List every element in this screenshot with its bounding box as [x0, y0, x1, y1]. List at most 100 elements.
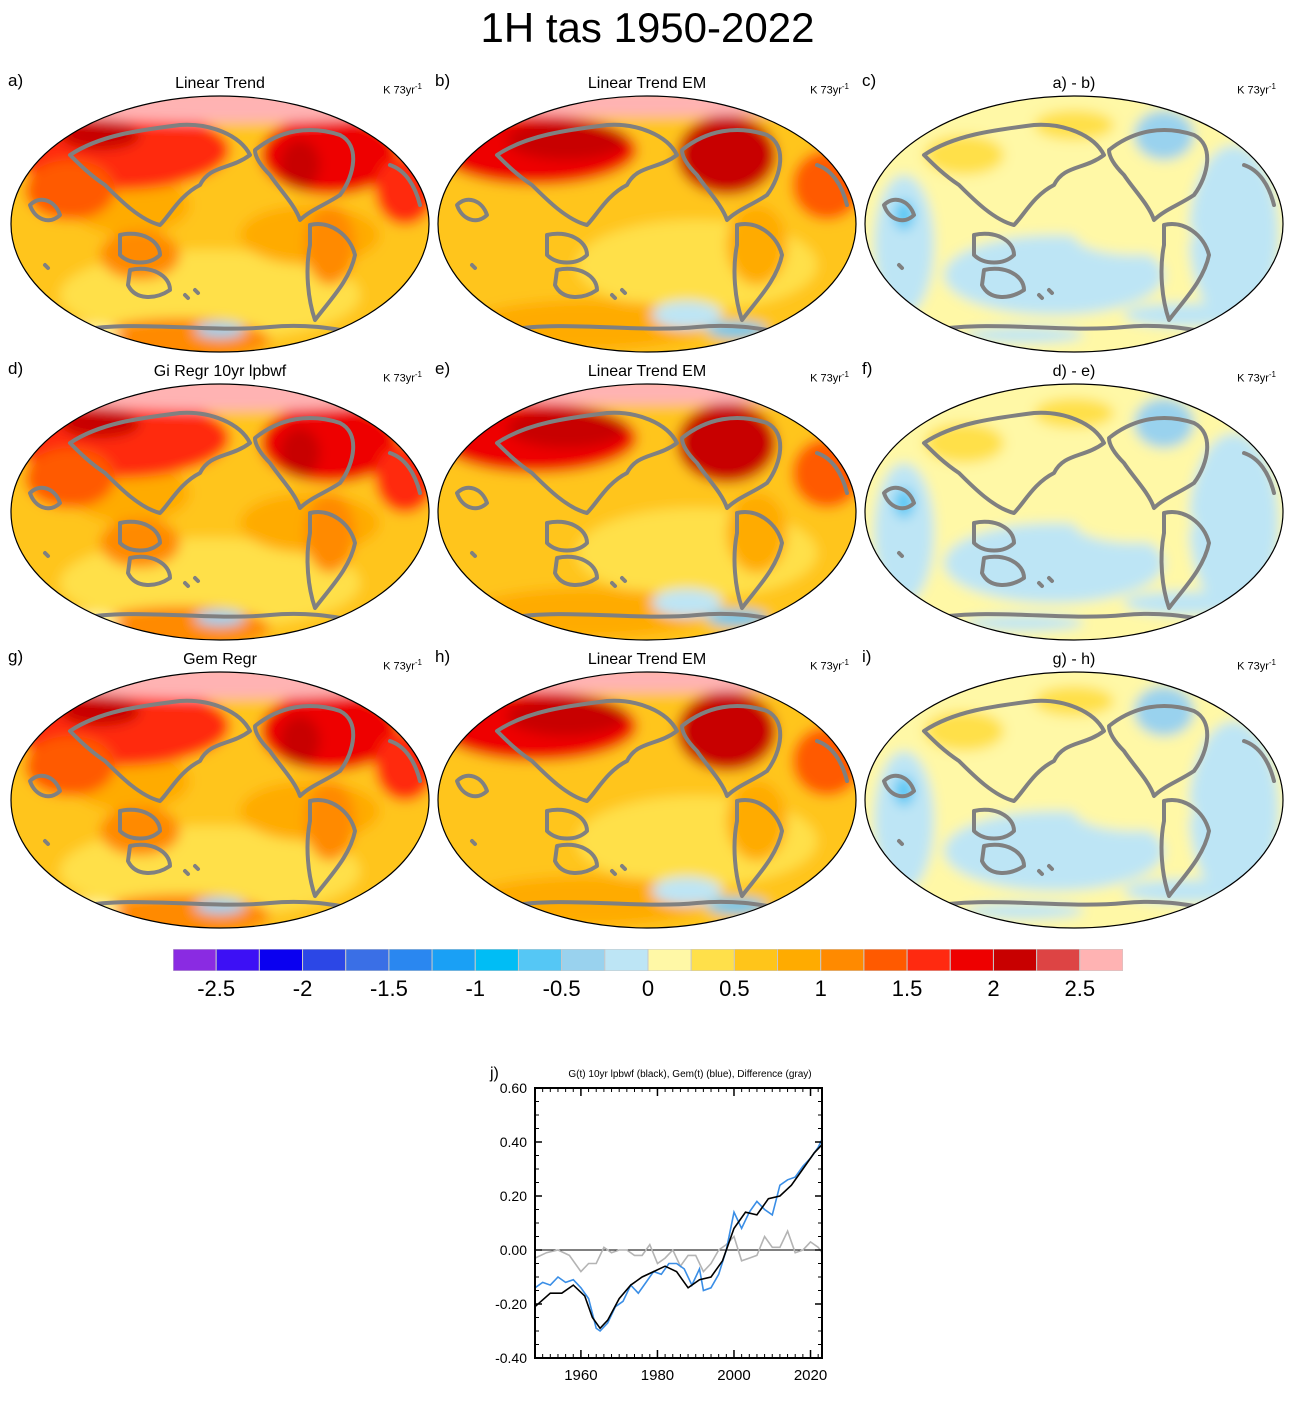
timeseries-panel: j) G(t) 10yr lpbwf (black), Gem(t) (blue)… — [440, 1060, 860, 1400]
field-blob — [100, 518, 180, 568]
timeseries-chart: j) G(t) 10yr lpbwf (black), Gem(t) (blue)… — [489, 1065, 827, 1384]
panel-units: K 73yr-1 — [1237, 370, 1276, 385]
field-blob — [652, 301, 722, 329]
field-blob — [894, 488, 914, 518]
field-blob — [1034, 398, 1114, 428]
land-outline — [43, 263, 200, 300]
land-outline — [972, 807, 1016, 841]
land-outline — [305, 510, 357, 610]
colorbar-swatch — [820, 949, 865, 971]
panel-letter: c) — [862, 71, 877, 90]
land-outline — [980, 266, 1026, 299]
land-outline — [253, 416, 356, 510]
colorbar-tick-label: 1 — [814, 976, 827, 1001]
land-outline — [495, 122, 679, 227]
land-outline — [305, 798, 357, 898]
field-blob — [1034, 110, 1114, 140]
field-blob — [652, 877, 722, 905]
panel-letter: b) — [435, 71, 451, 90]
land-outline — [545, 807, 589, 841]
field-blob — [280, 428, 320, 478]
panel-title: Linear Trend EM — [587, 363, 707, 380]
panel-units: K 73yr-1 — [810, 658, 849, 673]
field-blob — [25, 736, 115, 796]
series-line — [534, 1144, 823, 1330]
panel-units: K 73yr-1 — [383, 658, 422, 673]
y-tick-label: 0.00 — [500, 1242, 527, 1258]
map-panel: c) a) - b) K 73yr-1 — [862, 71, 1284, 353]
land-outline — [1107, 416, 1210, 510]
field-blob — [1134, 398, 1194, 448]
panel-letter: a) — [8, 71, 24, 90]
land-outline — [922, 698, 1106, 803]
colorbar-swatch — [992, 949, 1038, 971]
land-outline — [1107, 704, 1210, 798]
panel-units: K 73yr-1 — [1237, 658, 1276, 673]
land-outline — [553, 842, 599, 875]
map-panel: a) Linear Trend K 73yr-1 — [8, 71, 430, 353]
land-outline — [972, 231, 1016, 265]
colorbar-tick-label: -1.5 — [369, 976, 408, 1001]
map-border — [864, 95, 1284, 353]
chart-title: G(t) 10yr lpbwf (black), Gem(t) (blue), … — [568, 1069, 811, 1080]
colorbar-swatch — [647, 949, 692, 971]
colorbar-swatch — [561, 949, 606, 971]
colorbar-tick-label: -1 — [465, 976, 486, 1001]
panel-units: K 73yr-1 — [1237, 82, 1276, 97]
field-blob — [964, 903, 1084, 919]
field-blob — [438, 96, 837, 117]
colorbar-swatch — [258, 949, 304, 971]
field-blob — [1124, 303, 1244, 327]
land-outline — [253, 128, 356, 222]
field-blob — [25, 448, 115, 508]
land-outline — [980, 554, 1026, 587]
land-outline — [495, 698, 679, 803]
field-blob — [1074, 503, 1194, 543]
land-outline — [882, 485, 916, 511]
field-blob — [1189, 433, 1279, 613]
field-blob — [677, 115, 777, 195]
colorbar-swatch — [345, 949, 390, 971]
land-outline — [972, 519, 1016, 553]
field-blob — [280, 716, 320, 766]
colorbar-swatch — [949, 949, 994, 971]
plot-frame — [534, 1087, 823, 1359]
field-blob — [894, 776, 914, 806]
map — [864, 383, 1284, 641]
land-outline — [922, 122, 1106, 227]
colorbar-swatch — [733, 949, 779, 971]
field-blob — [60, 120, 140, 150]
colorbar-swatch — [906, 949, 951, 971]
land-outline — [126, 266, 172, 299]
colorbar-swatch — [474, 949, 519, 971]
panel-title: Gi Regr 10yr lpbwf — [153, 363, 287, 380]
land-outline — [815, 739, 849, 783]
colorbar-swatch — [1036, 949, 1081, 971]
land-outline — [118, 231, 162, 265]
field-blob — [30, 96, 429, 123]
land-outline — [545, 231, 589, 265]
map-panel: g) Gem Regr K 73yr-1 — [8, 647, 430, 929]
y-tick-label: 0.20 — [500, 1188, 527, 1204]
land-outline — [118, 807, 162, 841]
land-outline — [1242, 451, 1276, 495]
land-outline — [118, 519, 162, 553]
panel-letter: f) — [862, 359, 873, 378]
field-blob — [507, 696, 627, 736]
land-outline — [470, 551, 627, 588]
land-outline — [126, 842, 172, 875]
colorbar-swatch — [604, 949, 649, 971]
colorbar-tick-label: 0 — [641, 976, 655, 1001]
field-blob — [1134, 110, 1194, 160]
y-tick-label: -0.20 — [495, 1296, 527, 1312]
y-tick-label: 0.60 — [500, 1080, 527, 1096]
colorbar-tick-label: -2.5 — [197, 976, 236, 1001]
land-outline — [882, 197, 916, 223]
land-outline — [897, 263, 1054, 300]
land-outline — [815, 451, 849, 495]
panel-title: Linear Trend EM — [587, 75, 707, 92]
field-blob — [1124, 879, 1244, 903]
chart-panel-letter: j) — [489, 1065, 499, 1082]
panel-units: K 73yr-1 — [810, 82, 849, 97]
map — [864, 671, 1284, 929]
